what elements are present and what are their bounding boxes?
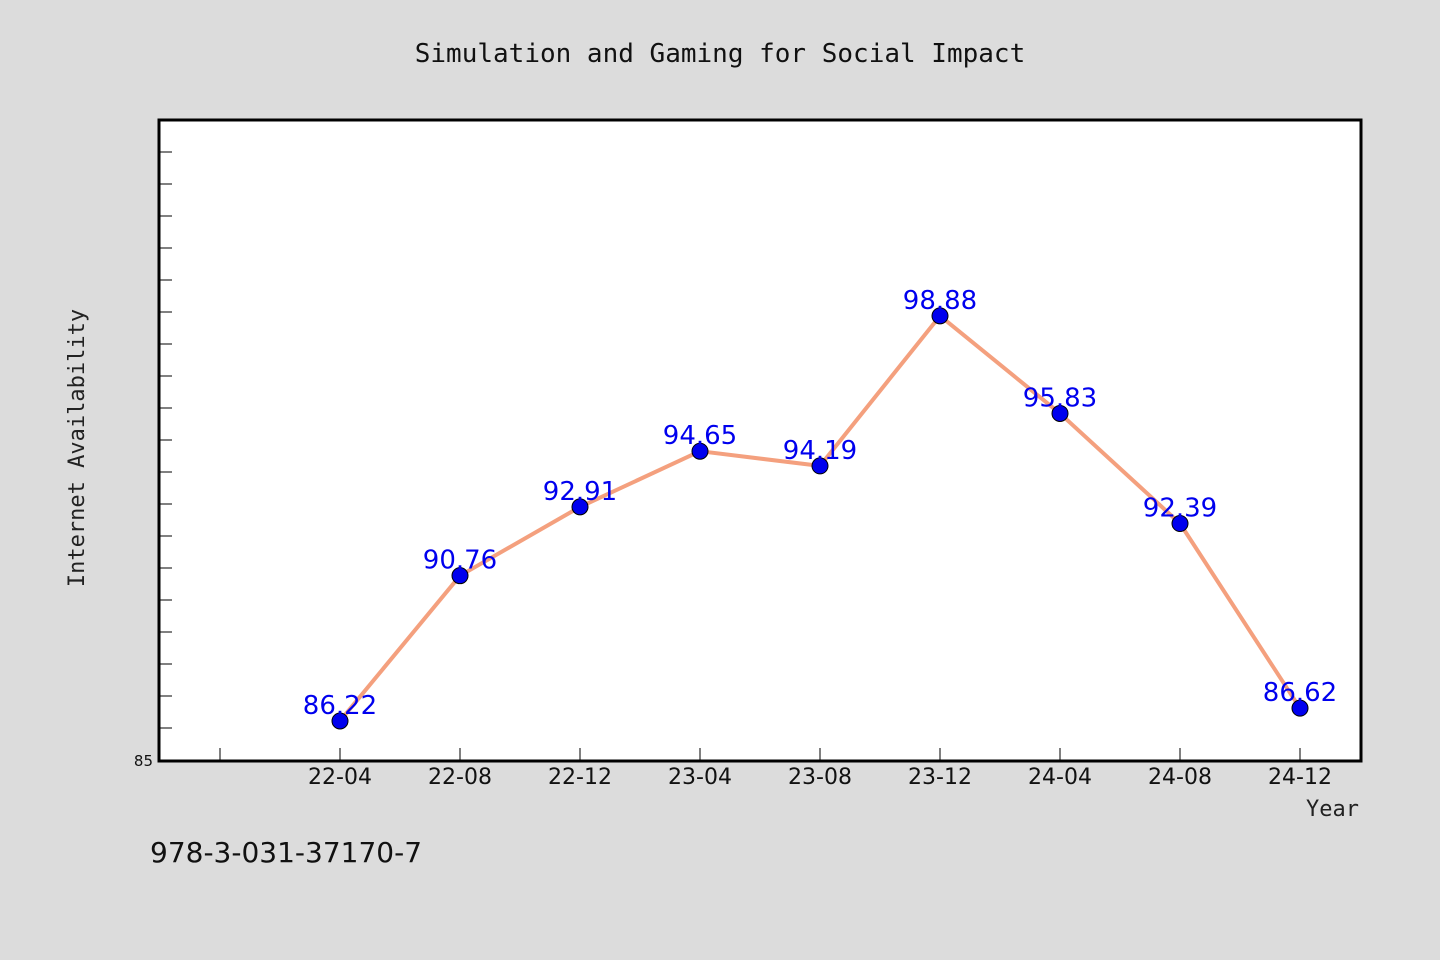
data-point-label: 86.62 — [1263, 678, 1337, 708]
data-point-label: 92.39 — [1143, 494, 1217, 524]
data-point-marker — [691, 442, 709, 460]
y-axis-label: Internet Availability — [65, 309, 90, 587]
data-point-marker — [331, 712, 349, 730]
data-point-marker — [1291, 699, 1309, 717]
x-axis-tick-labels: 22-04 22-08 22-12 23-04 23-08 23-12 24-04 24-08… — [308, 765, 1332, 790]
data-point-marker — [1051, 404, 1069, 422]
data-labels: 86.22 90.76 92.91 94.65 94.19 98.88 95.83 92.39… — [303, 286, 1337, 721]
plot-area — [157, 118, 1363, 763]
data-point-label: 94.19 — [783, 436, 857, 466]
isbn-footer: 978-3-031-37170-7 — [150, 836, 422, 869]
x-tick-label: 24-12 — [1268, 765, 1332, 790]
x-tick-label: 22-12 — [548, 765, 612, 790]
data-point-marker — [451, 567, 469, 585]
chart-title: Simulation and Gaming for Social Impact — [415, 39, 1025, 69]
x-tick-label: 23-08 — [788, 765, 852, 790]
data-point-label: 86.22 — [303, 691, 377, 721]
data-point-label: 98.88 — [903, 286, 977, 316]
y-tick-label: 85 — [134, 752, 153, 770]
x-tick-label: 24-04 — [1028, 765, 1092, 790]
data-point-label: 92.91 — [543, 477, 617, 507]
data-point-marker — [1171, 515, 1189, 533]
x-tick-label: 24-08 — [1148, 765, 1212, 790]
data-point-label: 94.65 — [663, 421, 737, 451]
x-axis-label: Year — [1306, 797, 1359, 822]
data-point-marker — [571, 498, 589, 516]
data-point-marker — [811, 457, 829, 475]
data-point-marker — [931, 307, 949, 325]
data-point-label: 90.76 — [423, 546, 497, 576]
x-tick-label: 23-12 — [908, 765, 972, 790]
x-tick-label: 22-04 — [308, 765, 372, 790]
y-axis-ticks — [159, 151, 172, 761]
x-tick-label: 22-08 — [428, 765, 492, 790]
x-axis-ticks — [219, 748, 1301, 760]
series-markers — [331, 307, 1309, 730]
x-tick-label: 23-04 — [668, 765, 732, 790]
data-point-label: 95.83 — [1023, 383, 1097, 413]
